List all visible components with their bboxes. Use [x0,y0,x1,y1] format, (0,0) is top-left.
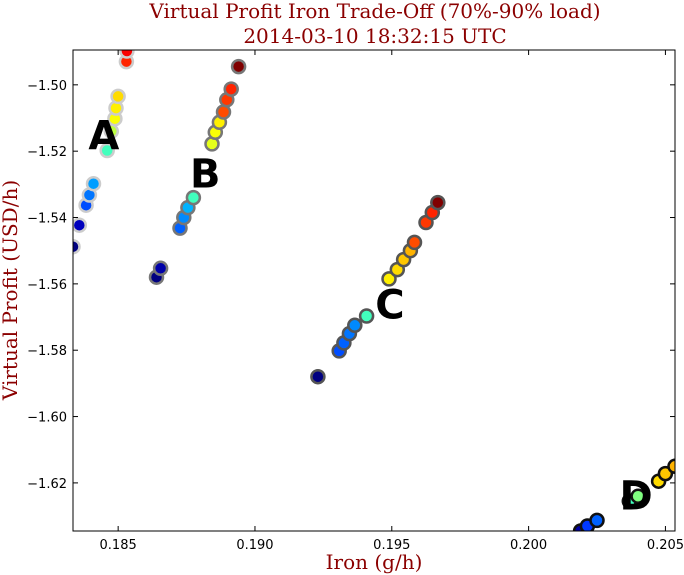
x-axis-ticks: 0.185 0.190 0.195 0.200 0.205 [100,50,684,553]
series-d-point-2 [589,512,605,529]
y-tick-label: −1.60 [27,411,67,426]
series-a-point-1 [73,217,88,233]
series-d-point-4 [630,488,646,504]
series-b-point-12 [230,58,247,75]
y-tick-label: −1.62 [27,477,67,492]
y-tick-label: −1.58 [27,344,67,359]
y-tick-label: −1.54 [27,212,67,227]
series-b-point-9 [215,104,232,120]
series-a-point-5 [99,142,115,159]
series-a-point-11 [119,50,135,59]
series-a-point-9 [110,88,126,105]
series-c-point-5 [358,308,375,324]
cluster-labels: A B C D [88,114,652,520]
y-axis-ticks: −1.50 −1.52 −1.54 −1.56 −1.58 −1.60 −1.62 [27,79,675,492]
chart-subtitle: 2014-03-10 18:32:15 UTC [243,24,506,48]
series-b-point-5 [185,189,202,206]
x-tick-label: 0.190 [236,538,273,553]
series-a-point-0 [73,238,81,255]
y-tick-label: −1.56 [27,278,67,293]
x-axis-label: Iron (g/h) [326,550,423,574]
series-b-point-1 [152,260,169,277]
chart-title: Virtual Profit Iron Trade-Off (70%-90% l… [148,0,600,23]
cluster-label-c: C [375,283,404,329]
x-tick-label: 0.185 [100,538,137,553]
cluster-label-b: B [190,152,221,198]
y-tick-label: −1.52 [27,145,67,160]
series-a-point-4 [85,175,102,192]
series-c-point-6 [381,271,397,287]
x-tick-label: 0.195 [373,538,410,553]
cluster-label-a: A [88,114,119,160]
y-tick-label: −1.50 [27,79,67,94]
plot-frame [72,49,676,532]
series-d-point-7 [667,458,675,475]
series-c-point-4 [347,317,363,334]
series-c-point-10 [406,234,423,251]
series-b-point-11 [223,81,239,97]
x-tick-label: 0.200 [510,538,547,553]
x-tick-label: 0.205 [647,538,684,553]
series-c-point-13 [430,194,446,211]
series-c-point-0 [310,368,326,385]
y-axis-label: Virtual Profit (USD/h) [0,180,22,401]
data-points [73,50,675,531]
cluster-label-d: D [619,473,652,519]
